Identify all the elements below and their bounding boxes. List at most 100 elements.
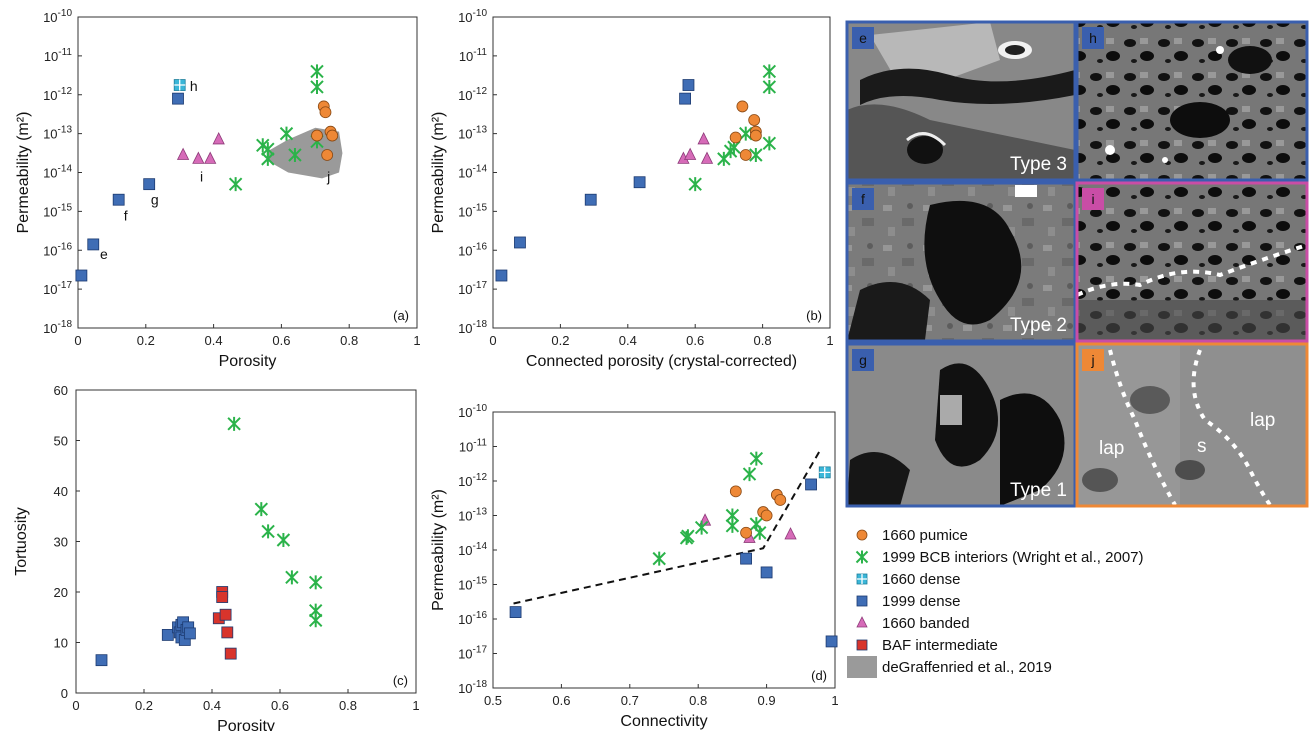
- y-tick-label: 40: [54, 484, 68, 499]
- point-pumice_1660-4: [326, 129, 339, 142]
- y-tick-label: 10-12: [43, 86, 72, 103]
- legend-marker-bcb_1999: [855, 550, 869, 564]
- micrograph-e: [845, 20, 1077, 182]
- micrograph-badge-h: [1082, 27, 1104, 49]
- y-tick-label: 10-18: [43, 319, 72, 336]
- x-tick-label: 0: [72, 698, 79, 713]
- point-pumice_1660-5: [749, 129, 762, 142]
- series-bcb_1999: [688, 64, 777, 192]
- y-tick-label: 50: [54, 434, 68, 449]
- legend-marker-pumice_1660: [856, 529, 868, 541]
- point-pumice_1660-2: [319, 106, 332, 119]
- point-bcb_1999-6: [762, 64, 777, 79]
- y-tick-label: 10-11: [44, 47, 73, 64]
- y-tick-label: 10-17: [458, 645, 487, 662]
- y-tick-base: 10: [458, 474, 472, 489]
- point-dense_1999-3: [143, 178, 156, 191]
- x-tick-label: 0.8: [339, 698, 357, 713]
- x-tick-label: 0.9: [758, 693, 776, 708]
- micrograph-h: [1075, 20, 1309, 182]
- point-bcb_1999-4: [279, 126, 294, 141]
- point-dense_1999-4: [172, 92, 184, 105]
- point-bcb_1999-0: [228, 177, 243, 192]
- point-bcb_1999-0: [652, 551, 666, 566]
- point-bcb_1999-7: [310, 79, 324, 94]
- plot-frame-b: [492, 16, 831, 329]
- point-pumice_1660-0: [729, 485, 742, 498]
- y-tick-label: 10-16: [458, 610, 487, 627]
- legend-marker-dense_1660: [856, 573, 868, 585]
- y-tick-exponent: -16: [473, 241, 488, 252]
- y-tick-label: 10-15: [43, 202, 72, 219]
- micrograph-g-frame: [845, 342, 1077, 508]
- y-tick-base: 10: [459, 440, 473, 455]
- y-tick-exponent: -18: [473, 319, 488, 330]
- y-tick-base: 10: [458, 243, 472, 258]
- point-bcb_1999-0: [227, 416, 241, 431]
- point-pumice_1660-2: [739, 149, 752, 161]
- series-dense_1999: [509, 478, 838, 648]
- micrograph-type-e: Type 3: [1010, 154, 1067, 175]
- legend-item-dense_1660: 1660 dense: [856, 571, 960, 588]
- x-tick-label: 0.6: [552, 693, 570, 708]
- micrograph-f-frame: [845, 181, 1077, 343]
- plot-frame-a: [77, 16, 418, 329]
- x-tick-label: 0.4: [205, 333, 223, 348]
- point-pumice_1660-5: [774, 494, 787, 506]
- x-tick-label: 0: [489, 333, 496, 348]
- y-tick-base: 10: [458, 681, 472, 696]
- x-tick-label: 0.8: [754, 333, 772, 348]
- micrograph-badge-j: [1082, 349, 1104, 371]
- plot-frame-c: [75, 389, 417, 694]
- y-tick-base: 10: [43, 10, 57, 25]
- y-tick-base: 10: [458, 543, 472, 558]
- point-bcb_1999-0: [688, 177, 702, 192]
- x-axis-label: Connectivity: [620, 713, 707, 730]
- series-dense_1999: [495, 79, 695, 282]
- point-bcb_1999-2: [681, 529, 695, 544]
- point-pumice_1660-3: [748, 114, 761, 126]
- y-tick-exponent: -11: [473, 47, 487, 58]
- x-tick-label: 0.2: [551, 333, 569, 348]
- point-bcb_1999-4: [739, 126, 753, 141]
- series-pumice_1660: [729, 100, 762, 161]
- y-tick-exponent: -12: [473, 86, 488, 97]
- y-tick-label: 10-14: [43, 164, 72, 181]
- point-banded_1660-0: [176, 147, 190, 160]
- micrograph-region-label: s: [1197, 436, 1207, 457]
- y-tick-label: 20: [54, 585, 68, 600]
- point-dense_1999-0: [495, 269, 508, 282]
- y-tick-label: 10: [54, 636, 68, 651]
- y-tick-exponent: -12: [473, 472, 488, 483]
- micrograph-badge-i: [1082, 188, 1104, 210]
- y-tick-exponent: -16: [473, 610, 488, 621]
- point-bcb_1999-5: [308, 575, 323, 590]
- x-axis-label: Porosity: [217, 718, 275, 731]
- x-tick-label: 1: [412, 698, 419, 713]
- y-tick-label: 30: [54, 535, 68, 550]
- y-tick-label: 10-17: [43, 280, 72, 297]
- y-tick-exponent: -17: [473, 280, 488, 291]
- point-bcb_1999-6: [742, 467, 757, 482]
- point-dense_1999-0: [509, 606, 522, 618]
- y-tick-exponent: -14: [473, 541, 488, 552]
- y-tick-base: 10: [458, 166, 472, 181]
- point-dense_1999-4: [825, 635, 838, 648]
- y-tick-label: 10-18: [458, 679, 487, 696]
- panel-label: (d): [811, 668, 827, 683]
- plot-frame-d: [492, 411, 836, 689]
- y-tick-label: 10-16: [458, 241, 487, 258]
- panel-label: (a): [393, 308, 409, 323]
- legend-label-baf: BAF intermediate: [882, 637, 998, 654]
- y-tick-label: 0: [61, 686, 68, 701]
- y-tick-exponent: -13: [58, 125, 73, 136]
- point-dense_1999-10: [183, 627, 196, 640]
- y-tick-exponent: -17: [473, 645, 488, 656]
- y-tick-base: 10: [459, 49, 473, 64]
- point-dense_1999-4: [679, 92, 691, 105]
- y-tick-base: 10: [458, 612, 472, 627]
- y-tick-exponent: -15: [473, 576, 488, 587]
- point-annotation-g: g: [151, 192, 159, 208]
- x-tick-label: 0.5: [484, 693, 502, 708]
